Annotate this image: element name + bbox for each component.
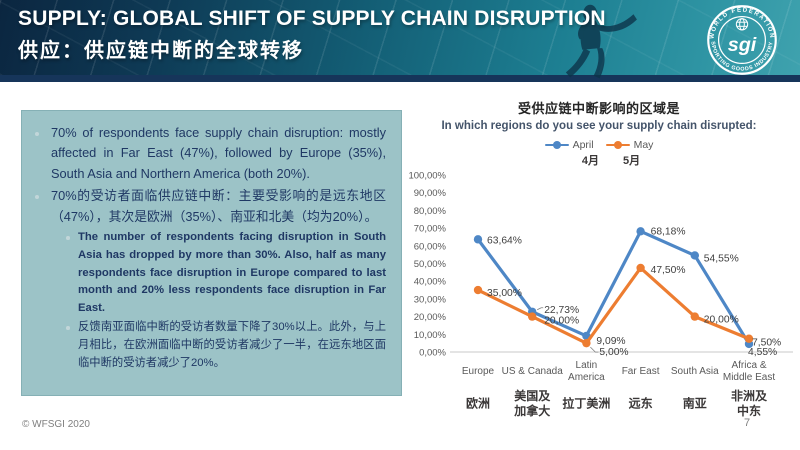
x-axis-category-zh: 加拿大 <box>513 403 550 418</box>
bullet-text: 70% of respondents face supply chain dis… <box>51 125 386 181</box>
y-axis-tick-label: 80,00% <box>414 206 447 217</box>
x-axis-category-en: South Asia <box>671 366 719 377</box>
series-line-april <box>476 229 751 346</box>
page-number: 7 <box>744 417 751 429</box>
data-label-leader-line <box>590 346 599 353</box>
data-point-april <box>690 251 699 260</box>
data-label: 4,55% <box>748 347 777 358</box>
track-lanes-background <box>0 0 800 75</box>
data-point-may <box>744 334 754 343</box>
x-axis-category-en: Latin <box>576 360 598 371</box>
legend-month-label: 4月 <box>581 154 599 167</box>
logo-center-text: sgi <box>728 34 757 56</box>
data-label: 63,64% <box>487 235 522 246</box>
data-label: 20,00% <box>544 316 579 327</box>
y-axis-tick-label: 50,00% <box>414 259 447 270</box>
data-label: 47,50% <box>651 265 686 276</box>
header-banner: SUPPLY: GLOBAL SHIFT OF SUPPLY CHAIN DIS… <box>0 0 800 79</box>
x-axis-category-en: US & Canada <box>502 366 564 377</box>
wfsgi-seal-logo: sgi WORLD FEDERATION SPORTING GOODS INDU… <box>707 5 777 75</box>
legend-marker-icon <box>605 143 630 147</box>
x-axis-category-zh: 美国及 <box>514 388 551 403</box>
globe-icon <box>735 18 749 31</box>
y-axis-tick-label: 20,00% <box>414 312 447 323</box>
chart-subtitle-en: In which regions do you see your supply … <box>441 120 757 132</box>
x-axis-category-zh: 中东 <box>737 403 761 418</box>
x-axis-category-zh: 南亚 <box>683 396 707 411</box>
bullet-dot <box>35 195 39 200</box>
x-axis-category-zh: 远东 <box>629 396 653 411</box>
bullet-dot <box>66 236 70 240</box>
x-axis-category-zh: 欧洲 <box>466 396 490 411</box>
y-axis-tick-label: 0,00% <box>419 348 446 359</box>
data-label-leader-line <box>537 307 544 311</box>
data-label: 68,18% <box>651 226 686 237</box>
data-label: 35,00% <box>487 288 522 299</box>
header-divider-bar <box>0 75 800 82</box>
x-axis-category-en: Europe <box>462 366 495 377</box>
data-point-april <box>636 227 645 236</box>
legend-label: May <box>633 138 654 151</box>
x-axis-category-en: America <box>568 372 605 383</box>
data-label: 7,50% <box>752 338 781 349</box>
bullet-item-1: 70% of respondents face supply chain dis… <box>32 123 386 184</box>
slide-title-en: SUPPLY: GLOBAL SHIFT OF SUPPLY CHAIN DIS… <box>18 7 606 30</box>
x-axis-category-en: Far East <box>622 366 660 377</box>
data-point-may <box>528 312 537 321</box>
slide-title-zh: 供应：供应链中断的全球转移 <box>18 40 304 62</box>
y-axis-tick-label: 100,00% <box>408 171 446 182</box>
data-point-may <box>582 338 591 348</box>
y-axis-tick-label: 30,00% <box>414 294 447 305</box>
data-point-may <box>690 312 699 321</box>
chart-panel: 受供应链中断影响的区域是 In which regions do you see… <box>402 98 796 432</box>
series-line-may <box>476 266 751 345</box>
legend-month-label: 5月 <box>623 154 641 167</box>
x-axis-category-en: Africa & <box>731 360 766 371</box>
x-axis-category-en: Middle East <box>723 372 775 383</box>
y-axis-tick-label: 60,00% <box>414 241 447 252</box>
data-point-april <box>473 235 483 244</box>
legend-entry-april: April <box>544 138 594 151</box>
bullet-text: 70%的受访者面临供应链中断：主要受影响的是远东地区（47%），其次是欧洲（35… <box>51 188 386 224</box>
data-label: 5,00% <box>599 347 628 358</box>
x-axis-category-zh: 非洲及 <box>731 388 768 403</box>
legend-marker-icon <box>544 143 569 147</box>
bullet-item-2: 70%的受访者面临供应链中断：主要受影响的是远东地区（47%），其次是欧洲（35… <box>32 186 386 227</box>
chart-title-zh: 受供应链中断影响的区域是 <box>517 101 680 116</box>
data-label: 9,09% <box>596 336 625 347</box>
data-point-may <box>473 285 483 295</box>
bullet-dot <box>66 326 70 330</box>
bullet-item-4: 反馈南亚面临中断的受访者数量下降了30%以上。此外，与上月相比，在欧洲面临中断的… <box>65 319 386 372</box>
chart-legend: April May 4月 5月 <box>402 139 796 168</box>
bullet-text: 反馈南亚面临中断的受访者数量下降了30%以上。此外，与上月相比，在欧洲面临中断的… <box>78 321 386 369</box>
legend-label: April <box>572 138 594 151</box>
y-axis-tick-label: 70,00% <box>414 224 447 235</box>
x-axis-category-zh: 拉丁美洲 <box>562 396 610 411</box>
y-axis-tick-label: 10,00% <box>414 330 447 341</box>
bullet-dot <box>35 132 39 136</box>
copyright-text: © WFSGI 2020 <box>22 419 90 430</box>
y-axis-tick-label: 40,00% <box>414 277 447 288</box>
summary-panel: 70% of respondents face supply chain dis… <box>21 110 402 396</box>
y-axis-tick-label: 90,00% <box>414 188 447 199</box>
runner-silhouette-icon <box>565 4 637 79</box>
bullet-text: The number of respondents facing disrupt… <box>78 231 386 314</box>
data-label: 20,00% <box>704 315 739 326</box>
line-chart-plot: 0,00% 10,00% 20,00% 30,00% 40,00% 50,00% 60,00… <box>408 171 793 418</box>
legend-entry-may: May <box>605 138 654 151</box>
data-label: 54,55% <box>704 253 739 264</box>
data-point-may <box>636 263 645 273</box>
data-label: 22,73% <box>544 305 579 316</box>
bullet-item-3: The number of respondents facing disrupt… <box>65 229 386 317</box>
